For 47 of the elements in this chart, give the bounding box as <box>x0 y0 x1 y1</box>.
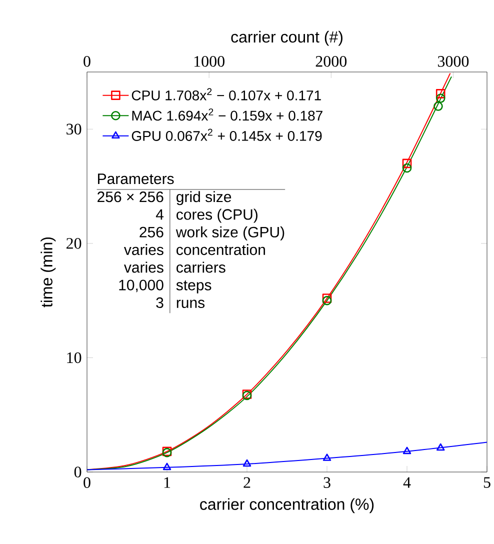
legend-label: MAC 1.694x$^{2}$ − 0.159x + 0.187 <box>132 108 322 121</box>
annotation: carriers <box>176 262 226 273</box>
annotation: 3 <box>156 297 164 308</box>
point <box>242 459 252 467</box>
x2-tick-label: 3000 <box>438 56 469 67</box>
x2-tick-label: 2000 <box>316 56 347 67</box>
x-tick-label: 4 <box>403 477 411 488</box>
y-tick-label: 20 <box>66 238 82 249</box>
point <box>322 296 332 306</box>
legend-label: GPU 0.067x$^{2}$ + 0.145x + 0.179 <box>132 128 322 141</box>
legend-label: CPU 1.708x$^{2}$ − 0.107x + 0.171 <box>132 88 321 100</box>
y-tick-label: 30 <box>66 124 82 135</box>
point <box>322 294 332 303</box>
y-axis-title: time (min) <box>40 237 56 308</box>
x2-tick-label: 0 <box>84 56 90 67</box>
annotation: steps <box>176 280 212 294</box>
annotation: varies <box>124 262 164 273</box>
x-tick-label: 1 <box>164 477 170 488</box>
point <box>322 454 332 461</box>
point <box>162 462 172 470</box>
x2-tick-label: 1000 <box>194 56 224 67</box>
annotation: 256 × 256 <box>98 192 164 202</box>
point <box>402 446 412 454</box>
y-tick-label: 0 <box>74 466 82 478</box>
annotation: varies <box>124 244 164 256</box>
point <box>436 89 446 98</box>
point <box>402 158 412 168</box>
x-tick-label: 3 <box>324 477 330 488</box>
annotation: grid size <box>176 191 232 206</box>
x-tick-label: 5 <box>484 477 490 488</box>
x2-axis-title: carrier count (#) <box>231 30 342 46</box>
annotation: cores (CPU) <box>176 208 258 223</box>
annotation: 10,000 <box>119 280 164 292</box>
x-axis-title: carrier concentration (%) <box>200 498 374 514</box>
annotation: runs <box>176 300 205 308</box>
annotation: Parameters <box>98 174 174 184</box>
point <box>436 443 445 451</box>
x-tick-label: 2 <box>244 477 250 488</box>
y-tick-label: 10 <box>67 352 82 364</box>
x-tick-label: 0 <box>84 477 90 488</box>
point <box>436 94 446 103</box>
point <box>434 102 443 111</box>
annotation: 256 <box>140 226 164 238</box>
annotation: concentration <box>176 244 265 256</box>
annotation: 4 <box>156 209 164 220</box>
point <box>402 163 412 173</box>
annotation: work size (GPU) <box>176 226 284 240</box>
